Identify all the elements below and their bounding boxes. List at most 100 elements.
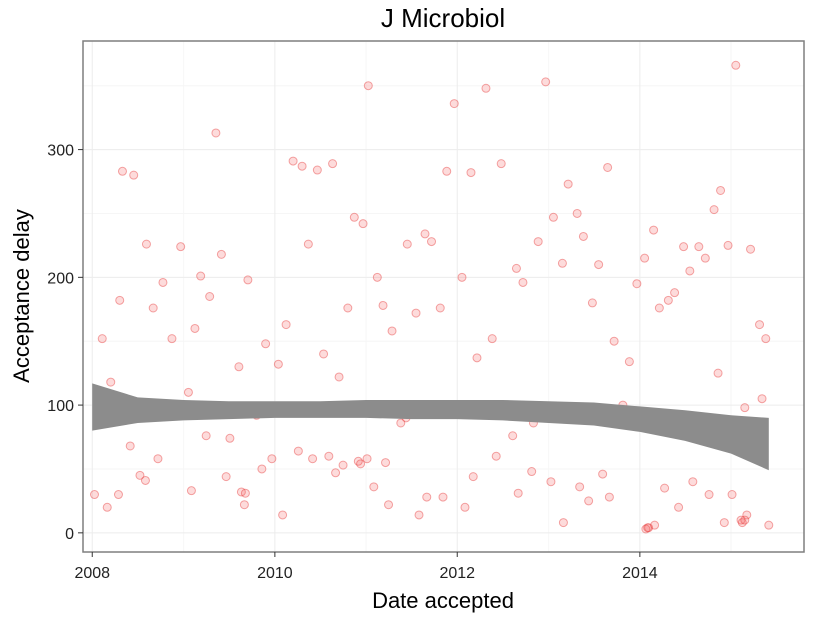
data-point [288,156,298,166]
data-point [205,292,215,301]
tick-labels: 2008 2010 2012 2014 0 100 200 300 [47,143,657,582]
data-point [660,483,670,493]
data-point [727,490,737,500]
data-point [140,475,150,485]
data-point [468,472,478,482]
x-tick-label: 2008 [74,565,110,582]
data-point [216,249,226,259]
data-point [158,277,168,287]
data-point [704,490,714,500]
data-point [460,502,470,512]
data-point [640,253,650,263]
data-point [757,394,767,404]
plot-frame [82,40,805,553]
data-point [624,357,634,367]
data-point [438,492,448,502]
data-point [141,239,151,249]
data-point [297,161,307,171]
data-point [737,518,747,528]
data-point [761,334,771,344]
data-point [186,486,196,496]
data-point [511,263,521,273]
data-point [319,349,329,359]
data-point [234,362,244,372]
data-point [331,468,341,478]
data-point [663,295,673,305]
data-point [334,372,344,382]
data-point [685,266,695,276]
panel-background [83,41,804,552]
data-point [201,431,211,441]
data-point [117,166,127,176]
data-point [670,288,680,298]
data-point [457,272,467,282]
data-point [632,279,642,289]
data-point [513,488,523,498]
data-point [755,320,765,330]
data-point [466,168,476,178]
data-point [362,454,372,464]
data-point [349,212,359,222]
data-point [449,99,459,109]
data-point [541,77,551,87]
data-point [281,320,291,330]
data-point [343,303,353,313]
data-point [358,219,368,229]
data-point [243,275,253,285]
data-point [312,165,322,175]
data-point [650,520,660,530]
data-point [167,334,177,344]
data-point [558,518,568,528]
data-point [740,403,750,413]
data-point [578,231,588,241]
data-point [584,496,594,506]
data-point [273,359,283,369]
data-point [356,459,366,469]
y-axis-title: Acceptance delay [9,209,34,383]
data-point [239,500,249,510]
y-tick-label: 300 [47,143,74,160]
data-point [546,477,556,487]
data-point [688,477,698,487]
data-point [644,523,654,533]
data-point [324,451,334,461]
data-point [674,502,684,512]
x-tick-label: 2012 [439,565,475,582]
data-points [89,60,774,534]
data-point [225,433,235,443]
data-point [442,166,452,176]
data-point [369,482,379,492]
x-axis-title: Date accepted [372,588,514,613]
y-tick-label: 100 [47,398,74,415]
data-point [148,303,158,313]
data-point [481,83,491,93]
data-point [587,298,597,308]
data-point [435,303,445,313]
data-point [267,454,277,464]
data-point [125,441,135,451]
data-point [609,336,619,346]
data-point [641,524,651,534]
data-point [183,387,193,397]
data-point [176,242,186,252]
data-point [102,502,112,512]
data-point [679,242,689,252]
data-point [113,490,123,500]
data-point [278,510,288,520]
data-point [598,469,608,479]
data-point [353,456,363,466]
data-point [527,467,537,477]
data-point [328,159,338,169]
data-point [387,326,397,336]
data-point [240,488,250,498]
data-point [303,239,313,249]
data-point [604,492,614,502]
data-point [518,277,528,287]
data-point [572,208,582,218]
data-point [491,451,501,461]
data-point [649,225,659,235]
data-point [97,334,107,344]
y-tick-label: 0 [65,526,74,543]
data-point [129,170,139,180]
